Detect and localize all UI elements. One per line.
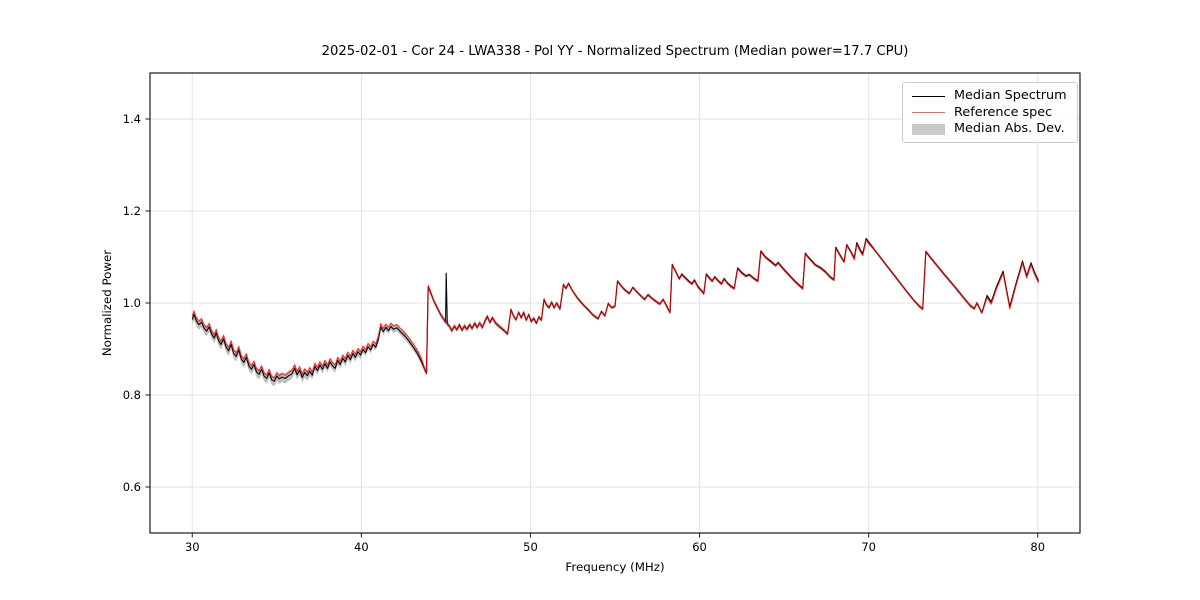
median-abs-dev-patch-swatch: [912, 123, 945, 135]
plot-border: [149, 72, 1081, 534]
legend-label: Reference spec: [954, 104, 1053, 120]
y-axis-label: Normalized Power: [100, 249, 114, 357]
x-tick-label: 70: [861, 540, 876, 554]
x-tick-label: 50: [523, 540, 538, 554]
legend-label: Median Abs. Dev.: [954, 121, 1065, 136]
y-tick-label: 0.6: [123, 480, 141, 494]
median-spectrum-line: [191, 238, 1040, 382]
y-tick-label: 0.8: [123, 388, 141, 402]
legend-entry-median-spectrum: Median Spectrum: [912, 89, 1069, 103]
x-tick-label: 60: [692, 540, 707, 554]
x-tick-label: 40: [354, 540, 369, 554]
median-spectrum-line-swatch: [912, 95, 945, 97]
y-tick-label: 1.4: [123, 112, 141, 126]
plot-title: 2025-02-01 - Cor 24 - LWA338 - Pol YY - …: [321, 44, 909, 59]
x-tick-label: 80: [1030, 540, 1045, 554]
legend-box: Median Spectrum Reference spec Median Ab…: [902, 82, 1078, 143]
y-tick-label: 1.0: [123, 296, 141, 310]
reference-spec-line: [191, 239, 1040, 379]
legend-entry-median-abs-dev: Median Abs. Dev.: [912, 122, 1069, 136]
legend-label: Median Spectrum: [954, 88, 1067, 103]
reference-spec-line-swatch: [912, 112, 945, 113]
y-tick-label: 1.2: [123, 204, 141, 218]
legend-entry-reference-spec: Reference spec: [912, 104, 1069, 120]
x-axis-label: Frequency (MHz): [565, 560, 665, 574]
x-tick-label: 30: [185, 540, 200, 554]
